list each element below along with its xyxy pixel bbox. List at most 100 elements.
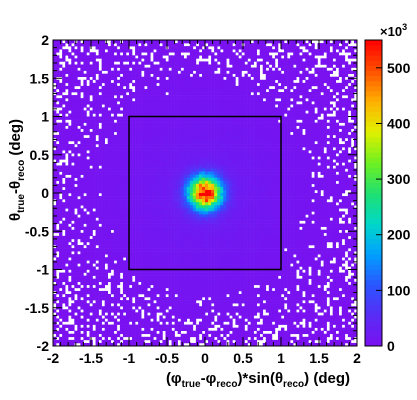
histogram-cell [89, 137, 93, 142]
histogram-cell [335, 156, 340, 160]
histogram-cell [338, 168, 343, 172]
histogram-cell [338, 61, 343, 65]
histogram-cell [189, 208, 194, 212]
histogram-cell [59, 208, 63, 212]
histogram-cell [256, 208, 261, 212]
histogram-cell [132, 76, 136, 81]
histogram-cell [211, 104, 215, 108]
histogram-cell [77, 92, 81, 96]
histogram-cell [168, 150, 172, 154]
histogram-cell [153, 144, 157, 148]
histogram-cell [183, 137, 188, 142]
histogram-cell [226, 67, 230, 71]
histogram-cell [192, 101, 197, 105]
histogram-cell [183, 40, 188, 44]
histogram-cell [62, 189, 66, 194]
histogram-cell [305, 147, 309, 151]
histogram-cell [141, 64, 145, 68]
histogram-cell [238, 122, 242, 126]
histogram-cell [192, 193, 197, 197]
histogram-cell [156, 125, 160, 130]
histogram-cell [268, 104, 273, 108]
histogram-cell [150, 171, 154, 175]
histogram-cell [92, 58, 96, 62]
histogram-cell [296, 85, 300, 90]
histogram-cell [113, 98, 118, 102]
histogram-cell [116, 49, 121, 53]
histogram-cell [223, 92, 227, 96]
histogram-cell [59, 150, 63, 154]
histogram-cell [314, 196, 318, 200]
histogram-cell [92, 205, 96, 209]
histogram-cell [107, 174, 112, 178]
histogram-cell [268, 137, 273, 142]
histogram-cell [244, 183, 248, 188]
histogram-cell [56, 92, 60, 96]
histogram-cell [153, 131, 157, 136]
histogram-cell [241, 168, 245, 172]
histogram-cell [250, 177, 254, 182]
histogram-cell [247, 202, 251, 206]
histogram-cell [150, 140, 154, 145]
histogram-cell [65, 128, 69, 133]
histogram-cell [186, 134, 191, 139]
histogram-cell [156, 202, 160, 206]
histogram-cell [271, 104, 276, 108]
histogram-cell [284, 153, 288, 157]
histogram-cell [229, 189, 233, 194]
histogram-cell [162, 67, 166, 71]
histogram-cell [208, 168, 212, 172]
histogram-cell [113, 92, 118, 96]
histogram-cell [147, 144, 151, 148]
histogram-cell [332, 205, 337, 209]
histogram-cell [281, 79, 285, 84]
histogram-cell [168, 104, 172, 108]
histogram-cell [98, 46, 102, 50]
histogram-cell [265, 193, 270, 197]
histogram-cell [159, 64, 163, 68]
histogram-cell [171, 55, 175, 59]
histogram-cell [329, 186, 333, 191]
histogram-cell [122, 189, 127, 194]
histogram-cell [341, 196, 346, 200]
histogram-cell [296, 186, 300, 191]
histogram-cell [223, 189, 227, 194]
histogram-cell [168, 79, 172, 84]
histogram-cell [183, 92, 188, 96]
histogram-cell [80, 165, 84, 169]
histogram-cell [98, 171, 102, 175]
histogram-cell [305, 159, 309, 163]
histogram-cell [171, 46, 175, 50]
histogram-cell [287, 159, 291, 163]
histogram-cell [135, 199, 139, 203]
histogram-cell [171, 82, 175, 87]
histogram-cell [314, 61, 318, 65]
histogram-cell [177, 58, 181, 62]
histogram-cell [317, 101, 321, 105]
histogram-cell [65, 61, 69, 65]
histogram-cell [80, 134, 84, 139]
histogram-cell [293, 82, 297, 87]
histogram-cell [287, 134, 291, 139]
histogram-cell [314, 183, 318, 188]
histogram-cell [229, 183, 233, 188]
histogram-cell [217, 125, 221, 130]
histogram-cell [107, 147, 112, 151]
histogram-cell [232, 193, 236, 197]
histogram-cell [229, 40, 233, 44]
histogram-cell [229, 58, 233, 62]
histogram-cell [284, 104, 288, 108]
histogram-cell [71, 183, 75, 188]
histogram-cell [68, 70, 72, 74]
histogram-cell [89, 119, 93, 123]
histogram-cell [132, 122, 136, 126]
histogram-cell [86, 128, 90, 133]
histogram-cell [186, 196, 191, 200]
histogram-cell [168, 73, 172, 78]
histogram-cell [104, 116, 109, 120]
histogram-cell [68, 92, 72, 96]
histogram-cell [256, 113, 261, 117]
histogram-cell [53, 174, 57, 178]
histogram-cell [217, 119, 221, 123]
histogram-cell [113, 55, 118, 59]
